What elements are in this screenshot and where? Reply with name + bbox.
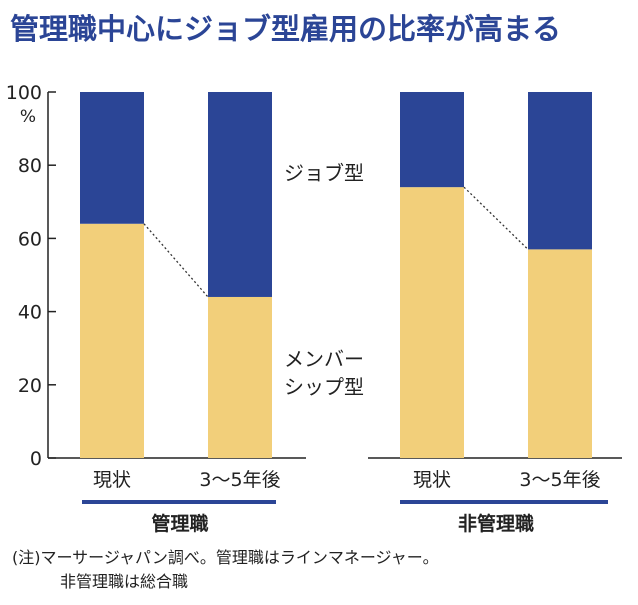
bar-segment-job [400,92,464,188]
group-label: 管理職 [151,512,208,535]
footnote-line-2: 非管理職は総合職 [60,572,189,591]
y-tick-label: 100 [6,82,42,104]
legend-label-membership-line1: メンバー [284,347,364,371]
bar-segment-membership [400,187,464,458]
bar-segment-membership [528,249,592,458]
y-unit-label: % [20,107,36,127]
y-tick-label: 80 [18,155,42,177]
bar-segment-job [528,92,592,250]
bar-segment-job [208,92,272,297]
bar-segment-membership [208,296,272,458]
bar-segment-job [80,92,144,224]
x-category-label: 3〜5年後 [519,469,600,491]
group-label: 非管理職 [458,512,534,535]
connector-dotted-line [143,223,209,298]
legend-label-job: ジョブ型 [284,161,364,185]
y-tick-label: 60 [18,228,42,250]
y-tick-label: 0 [30,448,42,470]
footnote-line-1: (注)マーサージャパン調べ。管理職はラインマネージャー。 [12,548,439,567]
chart-title: 管理職中心にジョブ型雇用の比率が高まる [10,12,562,46]
x-category-label: 3〜5年後 [199,469,280,491]
y-tick-label: 40 [18,302,42,324]
legend-label-membership-line2: シップ型 [284,375,364,399]
x-category-label: 現状 [93,469,131,491]
y-tick-label: 20 [18,375,42,397]
bar-segment-membership [80,223,144,458]
connector-dotted-line [463,186,529,250]
footnote: (注)マーサージャパン調べ。管理職はラインマネージャー。 非管理職は総合職 [12,546,632,594]
x-category-label: 現状 [413,469,451,491]
